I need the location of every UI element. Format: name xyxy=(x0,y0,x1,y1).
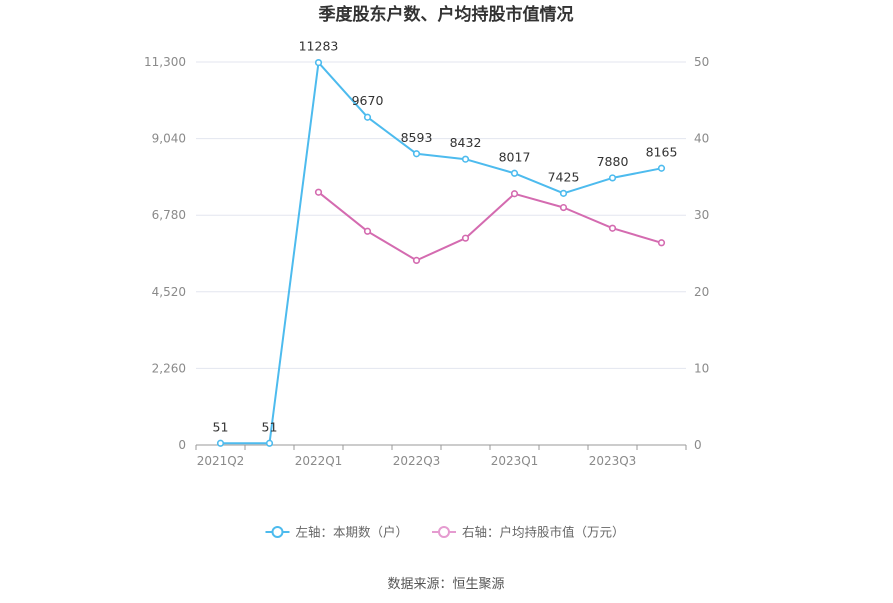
data-point xyxy=(265,439,274,447)
grid-lines xyxy=(196,61,686,369)
legend-item-1[interactable]: 左轴：本期数（户） xyxy=(265,525,408,540)
legend-marker xyxy=(271,526,284,538)
x-tick-label: 2022Q1 xyxy=(295,454,343,468)
data-label: 8165 xyxy=(646,144,678,159)
legend-label: 左轴：本期数（户） xyxy=(295,525,408,540)
data-point xyxy=(461,155,470,163)
legend[interactable]: 左轴：本期数（户） 右轴：户均持股市值（万元） xyxy=(265,525,625,540)
data-point xyxy=(314,188,323,196)
data-point xyxy=(461,234,470,242)
data-label: 7425 xyxy=(548,169,580,184)
data-point xyxy=(657,164,666,172)
data-point xyxy=(216,439,225,447)
data-label: 8017 xyxy=(499,149,531,164)
data-point xyxy=(412,150,421,158)
data-label: 51 xyxy=(262,419,278,434)
right-axis-ticks: 0 10 20 30 40 50 xyxy=(694,55,709,452)
left-tick-label: 9,040 xyxy=(152,132,186,146)
right-tick-label: 40 xyxy=(694,132,709,146)
data-point xyxy=(608,174,617,182)
series-layer xyxy=(216,58,666,447)
left-tick-label: 0 xyxy=(178,438,186,452)
left-tick-label: 6,780 xyxy=(152,208,186,222)
x-tick-label: 2022Q3 xyxy=(393,454,441,468)
source-note: 数据来源：恒生聚源 xyxy=(387,577,504,592)
chart-title: 季度股东户数、户均持股市值情况 xyxy=(319,4,574,25)
data-point xyxy=(657,239,666,247)
data-point xyxy=(412,256,421,264)
data-point xyxy=(608,224,617,232)
data-point xyxy=(363,227,372,235)
left-tick-label: 4,520 xyxy=(152,285,186,299)
data-point xyxy=(559,189,568,197)
legend-item-2[interactable]: 右轴：户均持股市值（万元） xyxy=(432,525,625,540)
data-label: 11283 xyxy=(299,39,339,54)
left-tick-label: 2,260 xyxy=(152,361,186,375)
data-point xyxy=(559,203,568,212)
right-tick-label: 50 xyxy=(694,55,709,69)
legend-marker xyxy=(438,526,450,538)
legend-label: 右轴：户均持股市值（万元） xyxy=(462,525,625,540)
x-axis: 2021Q2 2022Q1 2022Q3 2023Q1 2023Q3 xyxy=(195,444,687,468)
data-label: 8593 xyxy=(401,130,433,145)
data-point xyxy=(510,190,519,198)
x-tick-label: 2021Q2 xyxy=(197,454,245,468)
right-tick-label: 10 xyxy=(694,361,709,375)
right-tick-label: 20 xyxy=(694,285,709,299)
data-label: 8432 xyxy=(450,135,482,150)
series-line-1 xyxy=(220,61,662,445)
data-label: 7880 xyxy=(597,154,629,169)
data-point xyxy=(510,169,519,177)
right-tick-label: 0 xyxy=(694,438,702,452)
data-labels: 51 51 11283 9670 8593 8432 8017 7425 7880 8165 xyxy=(213,39,678,435)
right-tick-label: 30 xyxy=(694,208,709,222)
x-tick-label: 2023Q3 xyxy=(589,454,637,468)
data-label: 9670 xyxy=(352,93,384,108)
x-tick-label: 2023Q1 xyxy=(491,454,539,468)
series-line-2 xyxy=(317,191,662,262)
left-tick-label: 11,300 xyxy=(144,55,186,69)
left-axis-ticks: 0 2,260 4,520 6,780 9,040 11,300 xyxy=(144,55,186,452)
data-point xyxy=(314,58,323,67)
data-label: 51 xyxy=(213,419,229,434)
data-point xyxy=(363,113,372,121)
